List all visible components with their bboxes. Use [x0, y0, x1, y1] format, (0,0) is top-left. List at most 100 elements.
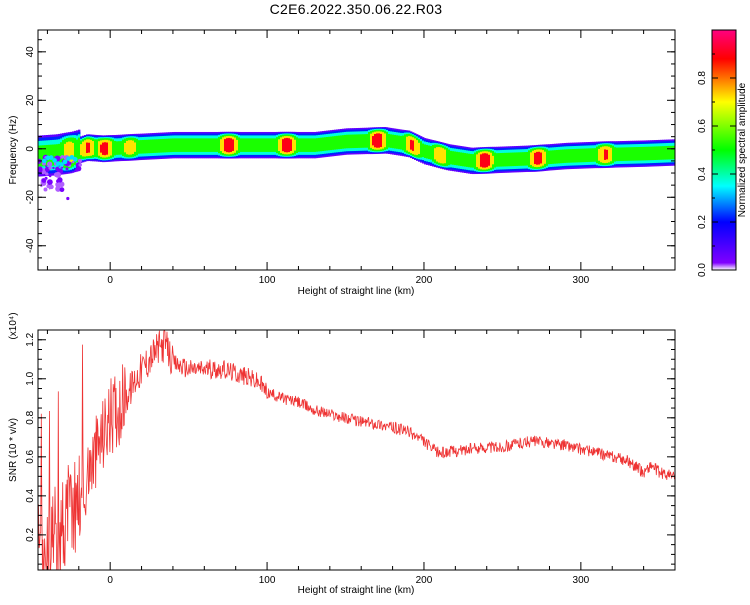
spectrogram-cell — [644, 146, 647, 161]
spectrogram-cell — [586, 148, 589, 163]
y-tick-label: 0.6 — [25, 449, 36, 463]
spectrogram-cell — [440, 147, 443, 164]
spectrogram-cell — [240, 138, 243, 152]
spectrogram-cell — [164, 138, 167, 153]
spectrogram-cell — [552, 150, 555, 164]
spectrogram-cell — [518, 152, 521, 166]
spectrogram-image — [38, 127, 675, 201]
spectrogram-cell — [494, 152, 497, 168]
x-tick-label: 0 — [107, 575, 113, 586]
spectrogram-speckle — [57, 177, 63, 183]
spectrogram-cell — [412, 140, 415, 151]
spectrogram-cell — [488, 154, 491, 166]
spectrogram-cell — [124, 142, 127, 153]
spectrogram-cell — [230, 138, 233, 153]
spectrogram-speckle — [75, 168, 79, 172]
spectrogram-cell — [274, 138, 277, 152]
spectrogram-cell — [78, 137, 81, 163]
spectrogram-cell — [112, 139, 115, 158]
spectrogram-cell — [528, 150, 531, 168]
spectrogram-cell — [618, 147, 621, 162]
spectrogram-cell — [210, 138, 213, 152]
spectrogram-cell — [366, 134, 369, 148]
colorbar-label: Normalized spectral amplitude — [737, 82, 748, 217]
spectrogram-cell — [122, 139, 125, 156]
x-tick-label: 300 — [573, 275, 590, 286]
spectrogram-cell — [280, 137, 283, 153]
spectrogram-speckle — [78, 163, 82, 167]
spectrogram-cell — [244, 138, 247, 152]
spectrogram-cell — [558, 149, 561, 164]
spectrogram-cell — [656, 146, 659, 160]
spectrogram-cell — [152, 139, 155, 154]
spectrogram-cell — [638, 147, 641, 161]
spectrogram-speckle — [73, 157, 78, 162]
snr-xlabel: Height of straight line (km) — [298, 585, 415, 596]
spectrogram-cell — [278, 139, 281, 152]
spectrogram-cell — [480, 154, 483, 167]
spectrogram-cell — [534, 152, 537, 165]
y-tick-label: 1.2 — [25, 332, 36, 346]
spectrogram-cell — [650, 146, 653, 161]
spectrogram-cell — [182, 138, 185, 152]
spectrogram-cell — [594, 148, 597, 162]
spectrogram-cell — [608, 146, 611, 163]
spectrogram-cell — [610, 147, 613, 162]
snr-y-multiplier: (x10⁴) — [8, 312, 19, 339]
spectrogram-cell — [576, 148, 579, 163]
spectrogram-cell — [198, 138, 201, 152]
spectrogram-cell — [672, 145, 675, 160]
spectrogram-cell — [448, 149, 451, 166]
spectrogram-cell — [166, 138, 169, 153]
spectrogram-cell — [202, 138, 205, 152]
snr-ticks: 0 100 200 300 0.2 0.4 0.6 0.8 1.0 1.2 — [25, 329, 676, 586]
x-tick-label: 0 — [107, 275, 113, 286]
spectrogram-speckle — [46, 179, 53, 185]
spectrogram-cell — [270, 138, 273, 152]
spectrogram-cell — [142, 139, 145, 154]
spectrogram-cell — [348, 134, 351, 149]
spectrogram-cell — [238, 137, 241, 153]
spectrogram-cell — [140, 140, 143, 154]
spectrogram-cell — [400, 135, 403, 150]
spectrogram-cell — [200, 138, 203, 152]
spectrogram-cell — [218, 137, 221, 154]
spectrogram-cell — [324, 137, 327, 151]
spectrogram-cell — [466, 153, 469, 167]
spectrogram-cell — [384, 133, 387, 148]
spectrogram-cell — [160, 139, 163, 153]
spectrogram-cell — [616, 147, 619, 162]
spectrogram-cell — [408, 135, 411, 152]
spectrogram-cell — [634, 147, 637, 161]
spectrogram-cell — [66, 142, 69, 165]
spectrogram-cell — [86, 142, 89, 153]
spectrogram-cell — [596, 146, 599, 164]
spectrogram-cell — [224, 139, 227, 152]
spectrogram-cell — [530, 152, 533, 165]
snr-series-line — [38, 330, 675, 570]
spectrogram-cell — [220, 139, 223, 152]
spectrogram-cell — [640, 146, 643, 161]
spectrogram-cell — [226, 138, 229, 153]
spectrogram-cell — [288, 138, 291, 153]
spectrogram-cell — [524, 152, 527, 166]
figure-title: C2E6.2022.350.06.22.R03 — [269, 1, 443, 17]
spectrogram-cell — [498, 153, 501, 167]
spectrogram-cell — [546, 149, 549, 166]
spectrogram-cell — [404, 134, 407, 153]
spectrogram-cell — [184, 138, 187, 152]
spectrogram-cell — [64, 143, 67, 164]
spectrogram-cell — [632, 147, 635, 161]
colorbar-tick-label: 0.2 — [697, 215, 708, 229]
spectrogram-cell — [216, 138, 219, 152]
spectrogram-cell — [282, 139, 285, 152]
spectrogram-cell — [360, 134, 363, 148]
spectrogram-cell — [286, 137, 289, 153]
spectrogram-cell — [138, 140, 141, 154]
spectrogram-cell — [320, 137, 323, 152]
spectrogram-cell — [332, 136, 335, 150]
spectrogram-cell — [256, 138, 259, 152]
spectrogram-cell — [342, 135, 345, 149]
spectrogram-cell — [432, 144, 435, 162]
spectrogram-speckle — [69, 155, 75, 160]
